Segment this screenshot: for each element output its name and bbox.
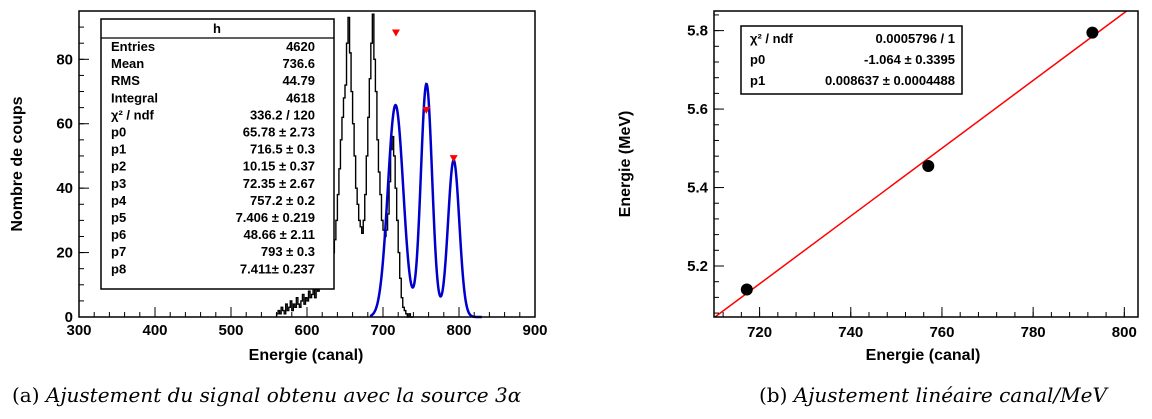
stats-value: 336.2 / 120 — [250, 107, 315, 122]
data-point — [1086, 26, 1099, 39]
y-axis-label: Nombre de coups — [9, 96, 26, 231]
stats-label: p2 — [111, 159, 126, 174]
x-tick-label: 700 — [370, 322, 395, 339]
caption-a-text: Ajustement du signal obtenu avec la sour… — [45, 383, 522, 407]
y-tick-label: 0 — [65, 309, 73, 326]
stats-value: 736.6 — [282, 56, 315, 71]
stats-value: -1.064 ± 0.3395 — [864, 52, 955, 67]
y-tick-label: 20 — [56, 245, 73, 262]
stats-label: Integral — [111, 90, 158, 105]
fit-curve — [369, 82, 482, 319]
y-tick-label: 60 — [56, 116, 73, 133]
stats-value: 0.0005796 / 1 — [875, 31, 955, 46]
stats-label: p1 — [750, 73, 765, 88]
x-tick-label: 740 — [838, 324, 863, 341]
stats-label: p5 — [111, 210, 126, 225]
stats-value: 7.411± 0.237 — [240, 261, 315, 276]
y-tick-label: 80 — [56, 51, 73, 68]
stats-value: 72.35 ± 2.67 — [243, 176, 315, 191]
y-tick-label: 5.2 — [687, 258, 708, 275]
histogram-chart: 300 400 500 600 700 800 900 0 20 40 60 80 Energie (… — [9, 10, 548, 364]
x-tick-label: 780 — [1021, 324, 1046, 341]
caption-a: (a) Ajustement du signal obtenu avec la … — [12, 383, 521, 407]
plot-frame — [713, 10, 1139, 318]
stats-value: 716.5 ± 0.3 — [250, 142, 315, 157]
stats-value: 4618 — [286, 90, 315, 105]
stats-value: 757.2 ± 0.2 — [250, 193, 315, 208]
peak-marker — [391, 29, 400, 37]
stats-label: p0 — [111, 125, 126, 140]
x-tick-label: 800 — [446, 322, 471, 339]
stats-value: 48.66 ± 2.11 — [244, 227, 315, 242]
fit-line — [714, 10, 1128, 318]
x-axis-label: Energie (canal) — [249, 347, 364, 364]
y-tick-label: 40 — [56, 180, 73, 197]
caption-b-label: (b) — [759, 383, 788, 407]
stats-box: h Entries 4620 Mean 736.6 RMS 44.79 Integral 46… — [100, 18, 335, 290]
data-point — [922, 159, 935, 172]
stats-label: Mean — [111, 56, 144, 71]
x-tick-label: 760 — [929, 324, 954, 341]
stats-box: χ² / ndf 0.0005796 / 1 p0 -1.064 ± 0.3395 p1… — [740, 25, 963, 95]
data-point — [740, 283, 753, 296]
stats-label: p6 — [111, 227, 126, 242]
x-tick-label: 300 — [66, 322, 91, 339]
stats-title: h — [213, 21, 221, 36]
stats-label: p1 — [111, 142, 126, 157]
stats-label: p0 — [750, 52, 765, 67]
peak-markers — [391, 29, 458, 163]
stats-label: p4 — [111, 193, 127, 208]
y-tick-label: 5.6 — [687, 101, 708, 118]
x-tick-label: 600 — [294, 322, 319, 339]
x-tick-label: 500 — [218, 322, 243, 339]
stats-value: 0.008637 ± 0.0004488 — [825, 73, 955, 88]
stats-label: RMS — [111, 73, 140, 88]
calibration-chart: 720 740 760 780 800 5.2 5.4 5.6 5.8 Energie (can… — [617, 10, 1139, 364]
y-tick-label: 5.4 — [687, 180, 709, 197]
stats-value: 10.15 ± 0.37 — [243, 159, 315, 174]
caption-b: (b) Ajustement linéaire canal/MeV — [759, 383, 1107, 407]
stats-label: p8 — [111, 261, 126, 276]
stats-label: χ² / ndf — [111, 107, 155, 122]
stats-value: 4620 — [286, 39, 315, 54]
stats-value: 7.406 ± 0.219 — [236, 210, 315, 225]
y-axis-label: Energie (MeV) — [617, 111, 634, 218]
x-tick-label: 720 — [747, 324, 772, 341]
stats-label: p7 — [111, 244, 126, 259]
x-axis-label: Energie (canal) — [866, 347, 981, 364]
peak-marker — [422, 106, 431, 114]
x-tick-label: 400 — [142, 322, 167, 339]
stats-value: 793 ± 0.3 — [261, 244, 315, 259]
stats-label: p3 — [111, 176, 126, 191]
caption-a-label: (a) — [12, 383, 40, 407]
stats-value: 44.79 — [282, 73, 315, 88]
peak-marker — [449, 155, 458, 163]
stats-label: χ² / ndf — [750, 31, 794, 46]
data-points — [740, 26, 1099, 296]
stats-value: 65.78 ± 2.73 — [243, 125, 315, 140]
gaussian-fit-line — [369, 82, 482, 319]
linear-fit-line — [714, 10, 1128, 318]
x-tick-label: 800 — [1112, 324, 1137, 341]
stats-label: Entries — [111, 39, 155, 54]
x-tick-label: 900 — [522, 322, 547, 339]
caption-b-text: Ajustement linéaire canal/MeV — [793, 383, 1107, 407]
y-tick-label: 5.8 — [687, 23, 708, 40]
